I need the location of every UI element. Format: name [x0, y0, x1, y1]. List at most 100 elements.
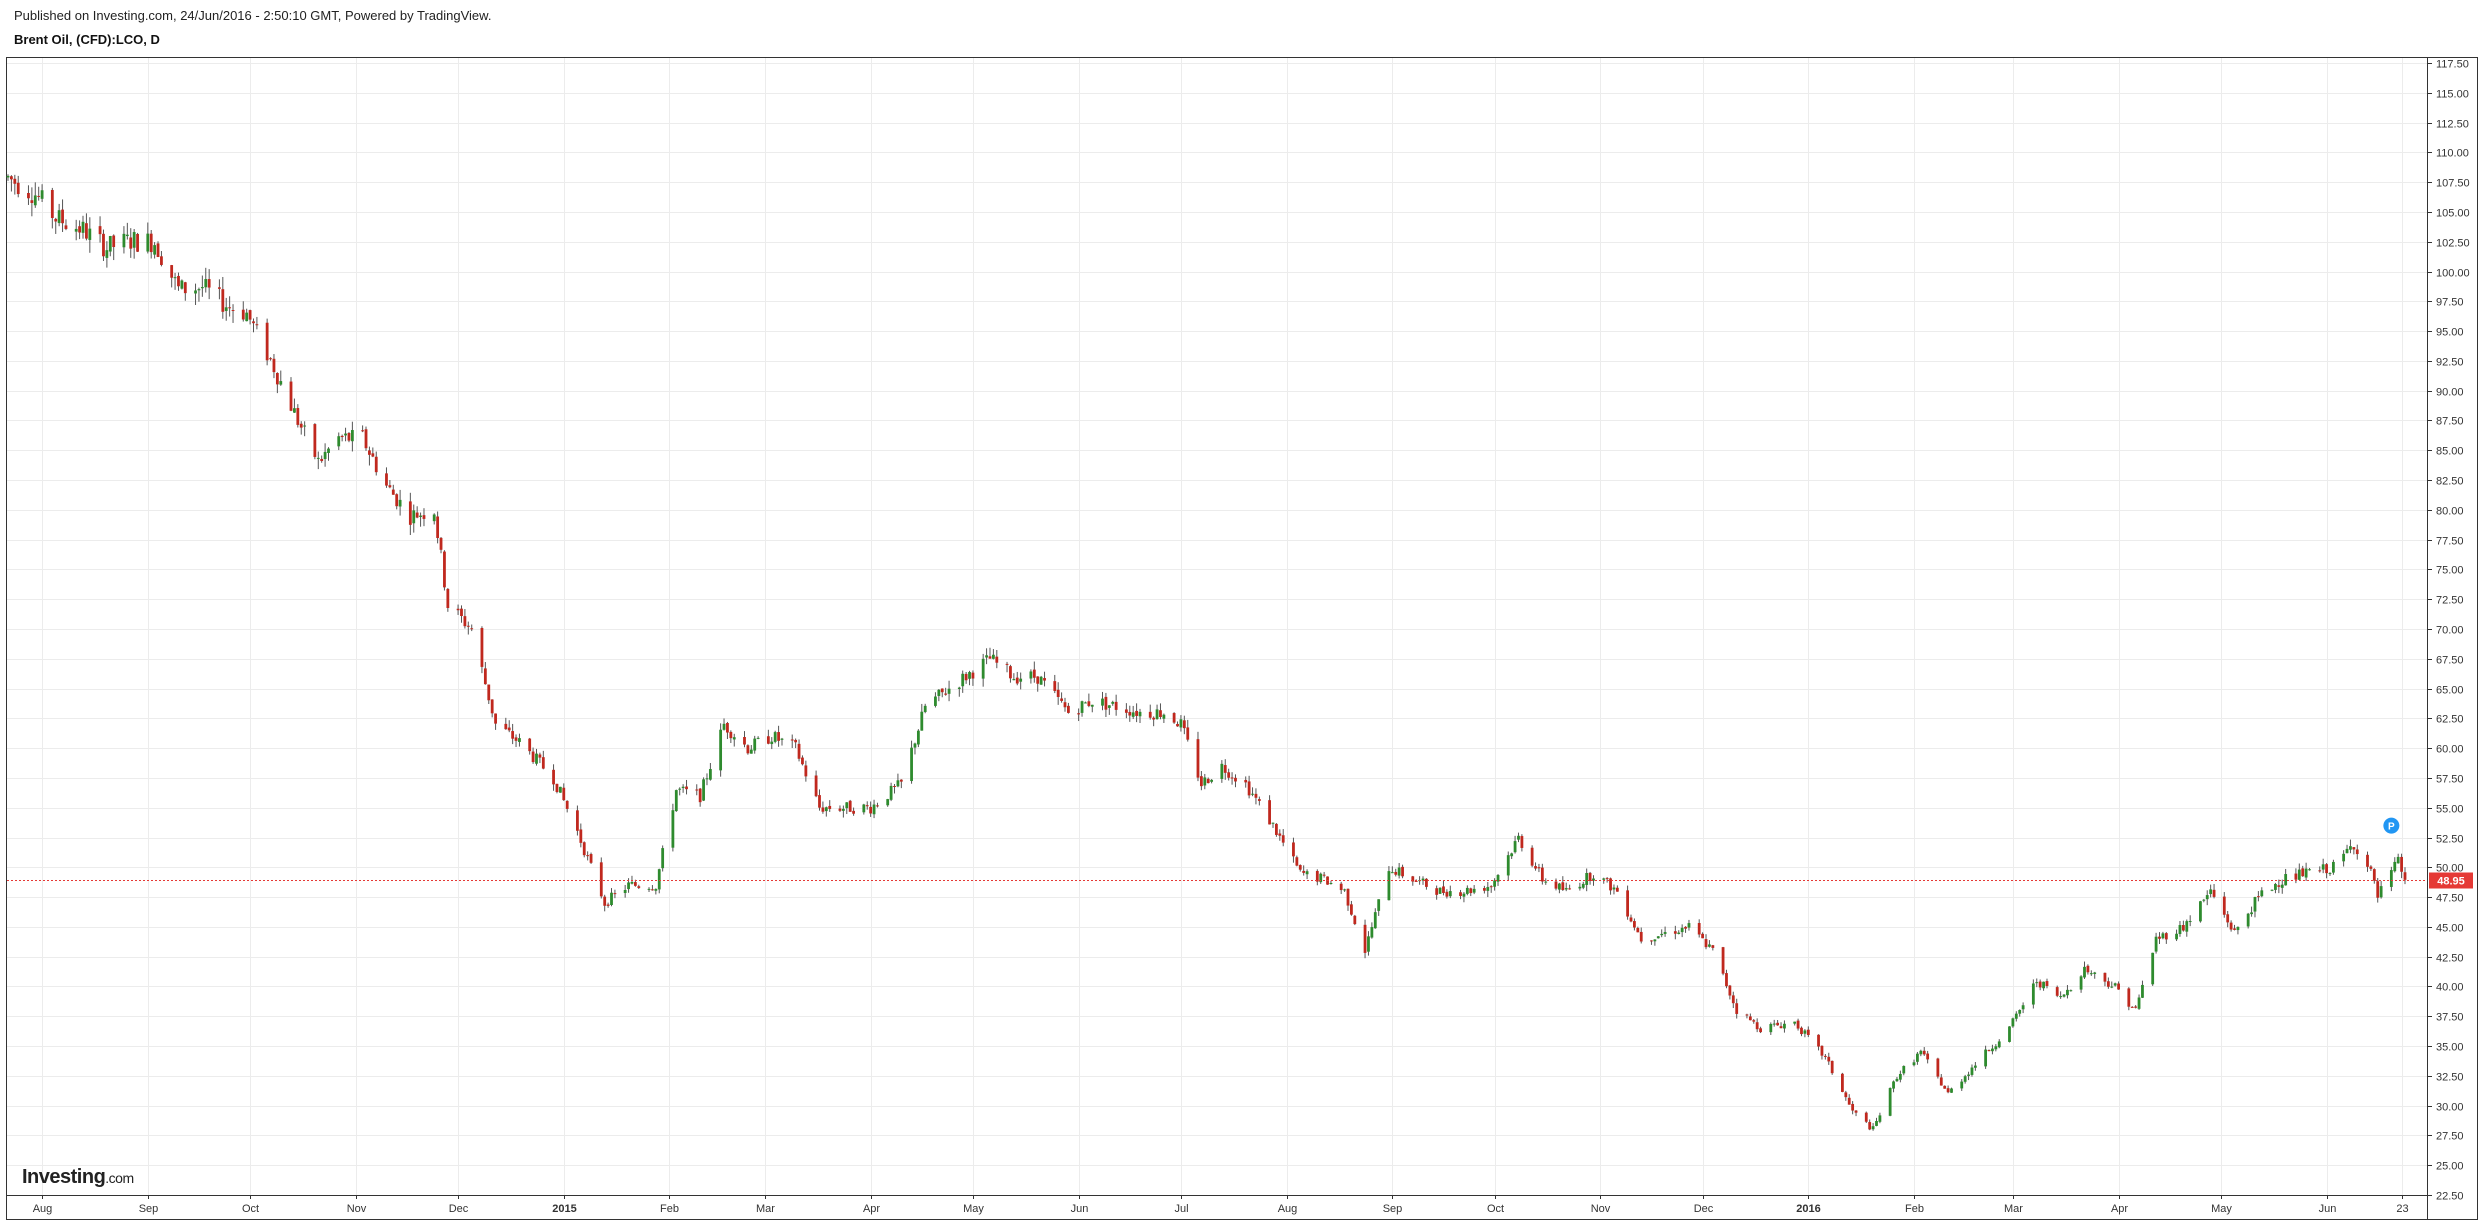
candle-down: [1540, 867, 1544, 882]
candle-down: [1230, 777, 1234, 779]
candle-down: [494, 713, 497, 724]
candle-down: [828, 805, 832, 809]
candle-down: [2127, 988, 2131, 1007]
candle-down: [1196, 739, 1200, 778]
candle-down: [487, 684, 491, 701]
candle-up: [1397, 867, 1401, 876]
candle-down: [207, 279, 211, 288]
candle-down: [1425, 878, 1428, 887]
price-tick-label: 62.50: [2436, 714, 2464, 726]
candle-up: [2236, 926, 2240, 931]
candle-up: [2011, 1018, 2015, 1027]
candle-down: [766, 736, 770, 744]
candle-down: [228, 307, 232, 309]
price-tick-label: 67.50: [2436, 655, 2464, 667]
candle-down: [2130, 1006, 2134, 1008]
price-tick-label: 97.50: [2436, 297, 2464, 309]
candles: [6, 174, 2407, 1131]
time-tick-label: May: [963, 1203, 984, 1215]
candle-up: [40, 190, 44, 199]
price-tick-label: 42.50: [2436, 953, 2464, 965]
logo-brand: Investing: [22, 1166, 106, 1188]
candle-down: [1489, 886, 1493, 888]
candle-up: [122, 233, 126, 248]
candle-up: [2280, 884, 2284, 888]
candle-down: [1223, 765, 1227, 773]
candle-down: [2086, 965, 2090, 973]
time-tick-label: Dec: [1694, 1203, 1714, 1215]
candle-down: [1629, 917, 1633, 922]
last-price-label: 48.95: [2437, 876, 2465, 888]
price-tick-label: 47.50: [2436, 893, 2464, 905]
price-tick-label: 30.00: [2436, 1102, 2464, 1114]
candle-up: [1916, 1053, 1919, 1062]
candle-up: [671, 810, 675, 848]
candle-down: [1745, 1014, 1749, 1016]
price-tick-label: 77.50: [2436, 536, 2464, 548]
event-marker[interactable]: [2383, 817, 2400, 834]
price-tick-label: 45.00: [2436, 923, 2464, 935]
time-tick-label: Apr: [2111, 1203, 2128, 1215]
candle-up: [1513, 841, 1517, 853]
candle-down: [1588, 872, 1592, 881]
candle-up: [1220, 763, 1224, 779]
candle-down: [160, 256, 163, 265]
candle-down: [1561, 882, 1565, 890]
candle-up: [2246, 913, 2250, 927]
candle-up: [1203, 777, 1207, 786]
candle-down: [436, 516, 440, 539]
candle-up: [1373, 912, 1377, 929]
candle-down: [698, 788, 702, 803]
candle-down: [1124, 709, 1128, 713]
candle-down: [1036, 676, 1040, 684]
candle-down: [1851, 1103, 1855, 1111]
candle-up: [1660, 933, 1664, 936]
candle-down: [1946, 1088, 1950, 1093]
candle-up: [2154, 936, 2158, 952]
price-tick-label: 92.50: [2436, 357, 2464, 369]
candle-down: [1292, 842, 1295, 857]
candle-down: [1063, 702, 1067, 708]
price-tick-label: 65.00: [2436, 685, 2464, 697]
candle-up: [2137, 997, 2141, 1009]
candle-down: [241, 309, 245, 320]
candle-up: [610, 892, 613, 905]
candle-up: [1462, 893, 1466, 897]
candle-down: [1176, 723, 1179, 727]
candle-up: [1162, 714, 1166, 719]
candle-down: [2294, 873, 2298, 880]
candle-up: [896, 780, 900, 787]
candle-down: [422, 515, 426, 519]
candle-down: [1401, 866, 1404, 877]
candle-up: [661, 848, 665, 869]
price-tick-label: 85.00: [2436, 446, 2464, 458]
candle-up: [1090, 704, 1094, 707]
candle-down: [511, 731, 515, 739]
candle-down: [940, 688, 944, 693]
candle-down: [466, 625, 470, 627]
candle-up: [518, 738, 521, 742]
candle-up: [1251, 793, 1254, 795]
candle-down: [408, 501, 412, 525]
candle-up: [705, 778, 709, 780]
candle-down: [637, 886, 641, 888]
candle-down: [528, 738, 532, 752]
candle-down: [1128, 711, 1132, 716]
time-tick-label: Apr: [863, 1203, 880, 1215]
candle-up: [1677, 932, 1681, 934]
time-axis: Aug Sep Oct Nov Dec 2015 Feb Mar Apr May Jun Jul Aug…: [33, 1195, 2409, 1215]
candle-down: [1926, 1053, 1930, 1060]
candle-up: [1039, 676, 1043, 685]
price-axis: 117.50 115.00 112.50 110.00 107.50 105.00 102.…: [2427, 59, 2470, 1203]
candle-down: [391, 489, 395, 495]
candle-up: [2396, 856, 2400, 864]
candle-up: [708, 769, 712, 780]
candle-down: [50, 189, 54, 219]
candle-up: [1107, 705, 1111, 708]
price-tick-label: 100.00: [2436, 268, 2470, 280]
candle-down: [1704, 939, 1708, 948]
candle-up: [1578, 886, 1582, 889]
candle-up: [194, 290, 197, 294]
candle-down: [818, 795, 821, 808]
